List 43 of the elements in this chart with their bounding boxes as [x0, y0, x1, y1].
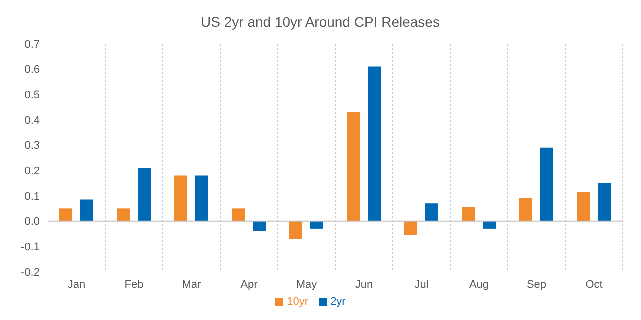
bar	[577, 192, 590, 222]
bar	[426, 204, 438, 222]
y-tick-label: 0.7	[24, 38, 40, 51]
bar	[60, 208, 72, 222]
bar	[598, 183, 611, 222]
bar	[232, 208, 245, 222]
legend-label: 10yr	[287, 296, 309, 308]
x-tick-label: Aug	[469, 278, 490, 291]
x-tick-label: Oct	[586, 278, 603, 291]
y-tick-label: 0.4	[24, 114, 40, 127]
bar	[138, 168, 151, 222]
x-tick-label: Jan	[68, 278, 86, 291]
bar	[196, 176, 208, 222]
x-tick-label: Apr	[240, 278, 258, 291]
x-tick-label: Mar	[182, 278, 202, 291]
y-tick-label: -0.2	[21, 266, 40, 279]
x-tick-label: Feb	[124, 278, 144, 291]
chart-title: US 2yr and 10yr Around CPI Releases	[200, 13, 441, 32]
bar	[520, 198, 532, 222]
y-tick-label: 0.2	[24, 166, 40, 178]
bar	[253, 221, 266, 232]
bar	[117, 208, 130, 222]
bar	[174, 176, 188, 222]
bar	[462, 207, 475, 222]
bar	[347, 112, 360, 222]
bar	[540, 148, 554, 222]
bar	[80, 200, 94, 222]
bar	[290, 221, 302, 240]
y-tick-label: 0.3	[24, 140, 40, 152]
bar	[368, 66, 381, 222]
x-tick-label: Jun	[355, 278, 374, 291]
y-tick-label: -0.1	[21, 242, 40, 254]
y-tick-label: 0.5	[24, 90, 40, 102]
x-tick-label: May	[296, 278, 318, 291]
x-tick-label: Jul	[414, 278, 429, 291]
y-tick-label: 0.6	[24, 64, 40, 76]
x-tick-label: Sep	[526, 278, 547, 291]
y-tick-label: 0.0	[24, 216, 40, 228]
bar	[310, 221, 324, 229]
legend-label: 2yr	[330, 296, 346, 308]
y-tick-label: 0.1	[24, 190, 40, 203]
bar	[404, 221, 418, 236]
bar	[483, 221, 496, 229]
